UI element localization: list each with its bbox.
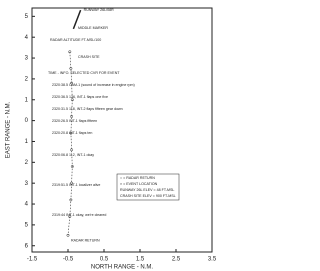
x-axis-label: NORTH RANGE - N.M. [91, 265, 154, 271]
y-tick-label: 3 [25, 181, 29, 187]
y-axis-label: EAST RANGE - N.M. [6, 101, 12, 158]
y-tick-label: 1 [25, 139, 29, 145]
radar-return [70, 98, 74, 102]
y-tick-label: 4 [25, 35, 29, 41]
annotation: TIME - INFO. SELECTED CVR FOR EVENT [48, 71, 120, 75]
annotation: 2320:06.8 112, INT-1 okay [52, 153, 94, 157]
radar-return [68, 50, 72, 54]
annotation: MIDDLE MARKER [78, 26, 108, 30]
y-tick-label: 1 [25, 97, 29, 103]
annotation: ○ = RADAR RETURN [120, 176, 155, 180]
radar-return [70, 148, 74, 152]
radar-return [70, 81, 74, 85]
radar-return [70, 114, 74, 118]
annotation: RADAR ALTITUDE FT-MSL/100 [50, 38, 101, 42]
annotation: × = EVENT LOCATION [120, 182, 158, 186]
series-line [67, 51, 73, 236]
annotation: 2320:31.5 118, INT-2 flaps fifteen gear … [52, 107, 123, 111]
radar-return [70, 181, 74, 185]
y-tick-label: 2 [25, 76, 29, 82]
annotation: 2319:44 INT-1 okay, we're cleared [52, 213, 106, 217]
x-tick-label: 1.5 [136, 257, 145, 263]
y-tick-label: 5 [25, 14, 29, 20]
x-tick-label: 0.5 [100, 257, 109, 263]
x-tick-label: 3.5 [208, 257, 217, 263]
y-tick-label: 4 [25, 202, 29, 208]
series-label: RUNWAY 26L/08R [84, 8, 114, 12]
plot-frame [31, 7, 213, 253]
radar-return [70, 165, 74, 168]
annotation: 2320:26.5 INT-1 flaps fifteen [52, 119, 97, 123]
annotation: RUNWAY 26L ELEV = 48 FT-MSL [120, 188, 174, 192]
radar-return [68, 215, 72, 218]
radar-return [69, 67, 73, 70]
y-tick-label: 3 [25, 56, 29, 62]
y-tick-label: 6 [25, 243, 29, 249]
radar-return [66, 233, 70, 237]
series-label: RADAR RETURN [71, 238, 100, 242]
annotation: 2320:38.5 CAM-1 (sound of increase in en… [52, 83, 135, 87]
annotation: 2319:51.5 INT-1 localizer alive [52, 183, 100, 187]
series-line [72, 9, 82, 30]
annotation: CRASH SITE ELEV = 900 FT-MSL [120, 194, 176, 198]
annotation: CRASH SITE [78, 55, 100, 59]
annotation: 2320:20.8 INT-1 flaps ten [52, 131, 92, 135]
radar-return [69, 131, 73, 135]
annotation: 2320:36.5 126, INT-1 flaps one five [52, 95, 108, 99]
x-tick-label: -0.5 [63, 257, 74, 263]
y-tick-label: 5 [25, 222, 29, 228]
chart: NORTH RANGE - N.M. EAST RANGE - N.M. -1.… [6, 7, 217, 271]
y-tick-label: 2 [25, 160, 29, 166]
radar-return [69, 198, 73, 202]
x-tick-label: -1.5 [27, 257, 38, 263]
y-tick-label: 0 [25, 118, 29, 124]
x-tick-label: 2.5 [172, 257, 181, 263]
legend-box [116, 173, 180, 201]
